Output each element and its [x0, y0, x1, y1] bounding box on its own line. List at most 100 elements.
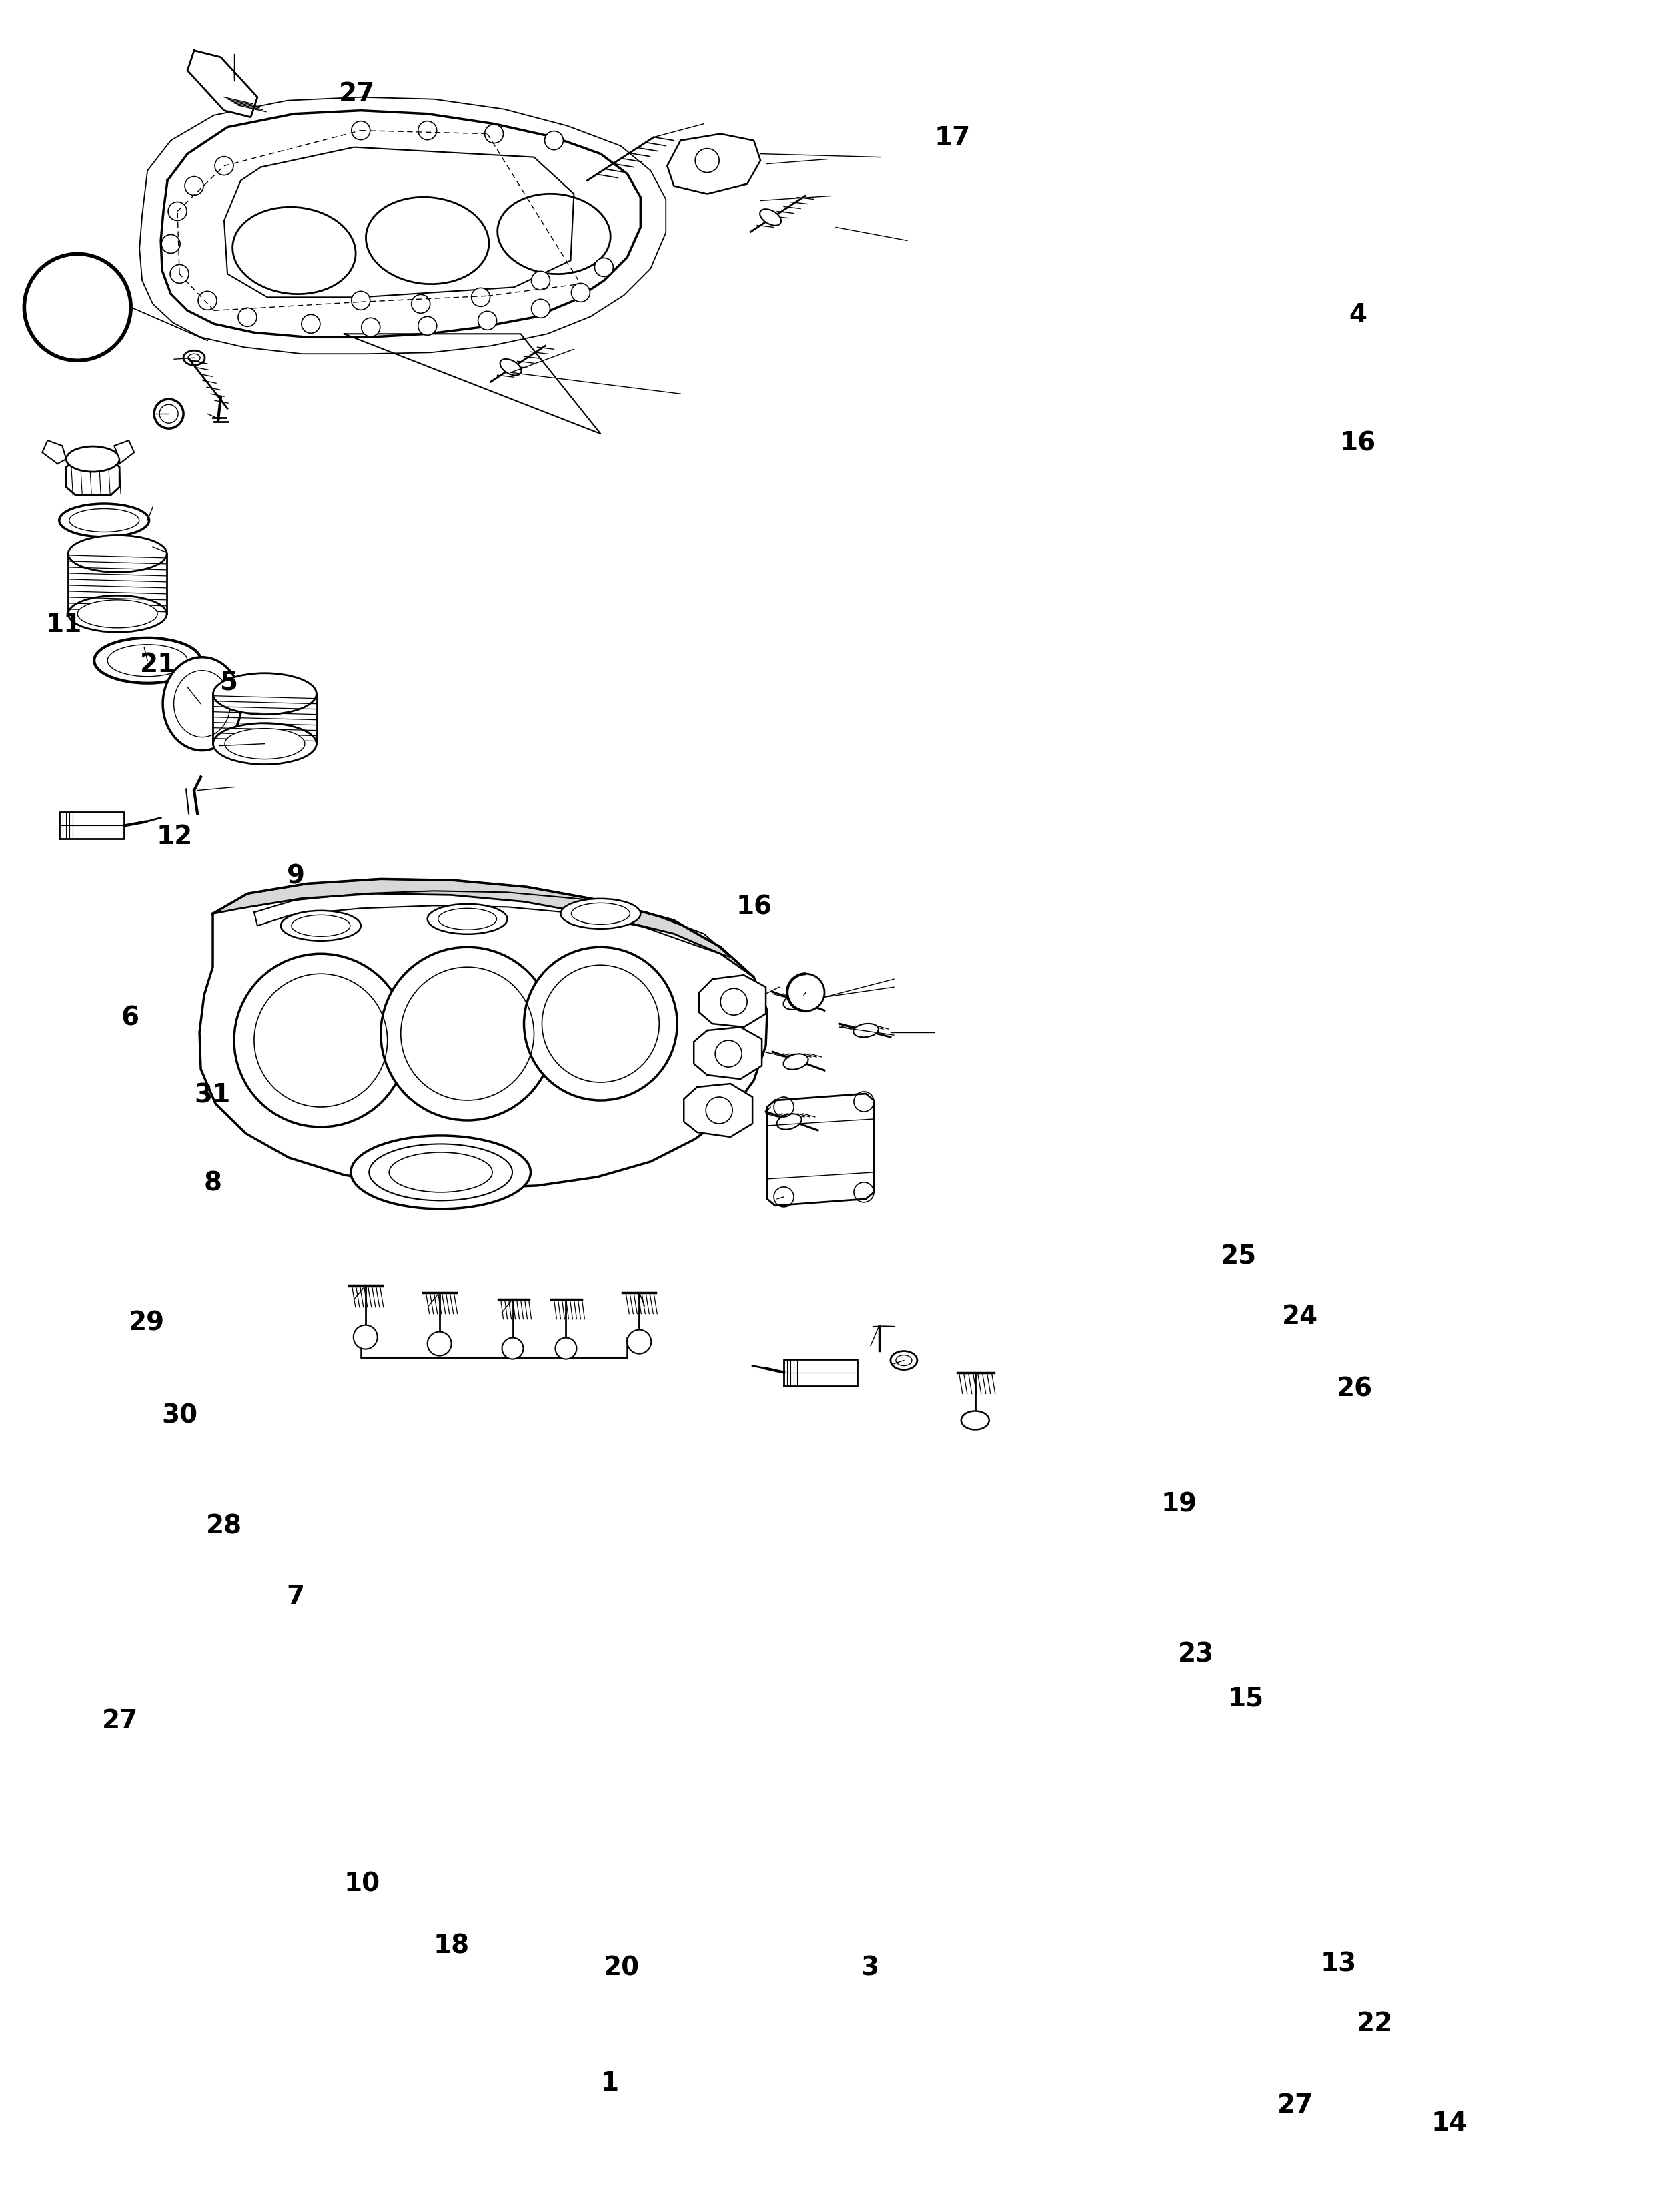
Ellipse shape [784, 1055, 809, 1071]
Circle shape [239, 307, 257, 327]
Ellipse shape [389, 1152, 492, 1192]
Circle shape [186, 177, 204, 197]
Circle shape [171, 265, 189, 283]
Polygon shape [114, 440, 134, 465]
Ellipse shape [560, 898, 641, 929]
Polygon shape [41, 440, 66, 465]
Circle shape [572, 283, 590, 303]
Text: 8: 8 [204, 1170, 222, 1197]
Ellipse shape [70, 509, 139, 533]
Ellipse shape [896, 1356, 911, 1365]
Circle shape [199, 292, 217, 310]
Circle shape [532, 301, 550, 319]
Ellipse shape [232, 208, 356, 294]
Circle shape [351, 122, 370, 142]
Polygon shape [784, 1358, 857, 1387]
Ellipse shape [761, 210, 780, 226]
Ellipse shape [68, 535, 167, 573]
Text: 24: 24 [1283, 1303, 1319, 1329]
Ellipse shape [174, 670, 230, 737]
Circle shape [532, 272, 550, 290]
Ellipse shape [184, 352, 205, 365]
Text: 13: 13 [1321, 1951, 1357, 1975]
Text: 21: 21 [141, 650, 176, 677]
Circle shape [418, 122, 437, 142]
Circle shape [787, 973, 825, 1011]
Circle shape [471, 288, 490, 307]
Ellipse shape [214, 675, 316, 714]
Ellipse shape [162, 657, 242, 750]
Text: 27: 27 [103, 1708, 138, 1732]
Polygon shape [668, 135, 761, 195]
Ellipse shape [500, 361, 522, 376]
Text: 27: 27 [338, 82, 374, 106]
Polygon shape [60, 812, 124, 841]
Text: 20: 20 [603, 1955, 640, 1980]
Text: 17: 17 [935, 126, 971, 150]
Circle shape [477, 312, 497, 330]
Circle shape [302, 314, 320, 334]
Text: 18: 18 [432, 1933, 469, 1958]
Circle shape [361, 319, 379, 336]
Text: 30: 30 [162, 1402, 197, 1429]
Polygon shape [161, 111, 641, 338]
Circle shape [418, 316, 437, 336]
Text: 3: 3 [862, 1955, 878, 1980]
Ellipse shape [428, 905, 507, 933]
Circle shape [154, 400, 184, 429]
Text: 26: 26 [1337, 1376, 1374, 1402]
Text: 31: 31 [194, 1082, 230, 1108]
Polygon shape [199, 880, 767, 1188]
Circle shape [555, 1338, 577, 1358]
Text: 5: 5 [220, 668, 239, 695]
Text: 4: 4 [1349, 303, 1367, 327]
Polygon shape [212, 880, 754, 978]
Circle shape [486, 126, 504, 144]
Text: 15: 15 [1228, 1686, 1264, 1710]
Ellipse shape [225, 730, 305, 759]
Circle shape [167, 204, 187, 221]
Polygon shape [187, 51, 257, 117]
Text: 1: 1 [601, 2070, 620, 2095]
Circle shape [524, 947, 678, 1102]
Circle shape [234, 953, 408, 1128]
Text: 16: 16 [736, 894, 772, 920]
Text: 6: 6 [121, 1004, 139, 1031]
Circle shape [502, 1338, 524, 1358]
Text: 14: 14 [1432, 2110, 1466, 2135]
Circle shape [628, 1329, 651, 1354]
Ellipse shape [777, 1115, 802, 1130]
Polygon shape [699, 975, 766, 1026]
Text: 9: 9 [287, 863, 305, 889]
Ellipse shape [94, 639, 200, 684]
Polygon shape [684, 1084, 752, 1137]
Circle shape [381, 947, 553, 1121]
Text: 25: 25 [1221, 1243, 1258, 1270]
Text: 19: 19 [1162, 1491, 1198, 1517]
Text: 28: 28 [207, 1513, 242, 1540]
Text: 7: 7 [287, 1584, 305, 1608]
Circle shape [411, 294, 431, 314]
Polygon shape [767, 1095, 873, 1206]
Text: 22: 22 [1357, 2011, 1394, 2035]
Ellipse shape [961, 1411, 989, 1429]
Circle shape [215, 157, 234, 175]
Text: 12: 12 [157, 823, 192, 849]
Circle shape [545, 133, 563, 150]
Ellipse shape [60, 504, 149, 538]
Ellipse shape [853, 1024, 878, 1037]
Ellipse shape [351, 1137, 530, 1210]
Text: 29: 29 [129, 1310, 164, 1336]
Polygon shape [66, 460, 119, 495]
Circle shape [353, 1325, 378, 1349]
Circle shape [696, 148, 719, 173]
Circle shape [595, 259, 613, 276]
Text: 16: 16 [1341, 431, 1377, 456]
Ellipse shape [280, 911, 361, 940]
Text: 23: 23 [1178, 1641, 1215, 1666]
Ellipse shape [78, 599, 157, 628]
Ellipse shape [189, 354, 200, 363]
Ellipse shape [108, 646, 187, 677]
Text: 10: 10 [343, 1871, 379, 1896]
Ellipse shape [68, 595, 167, 633]
